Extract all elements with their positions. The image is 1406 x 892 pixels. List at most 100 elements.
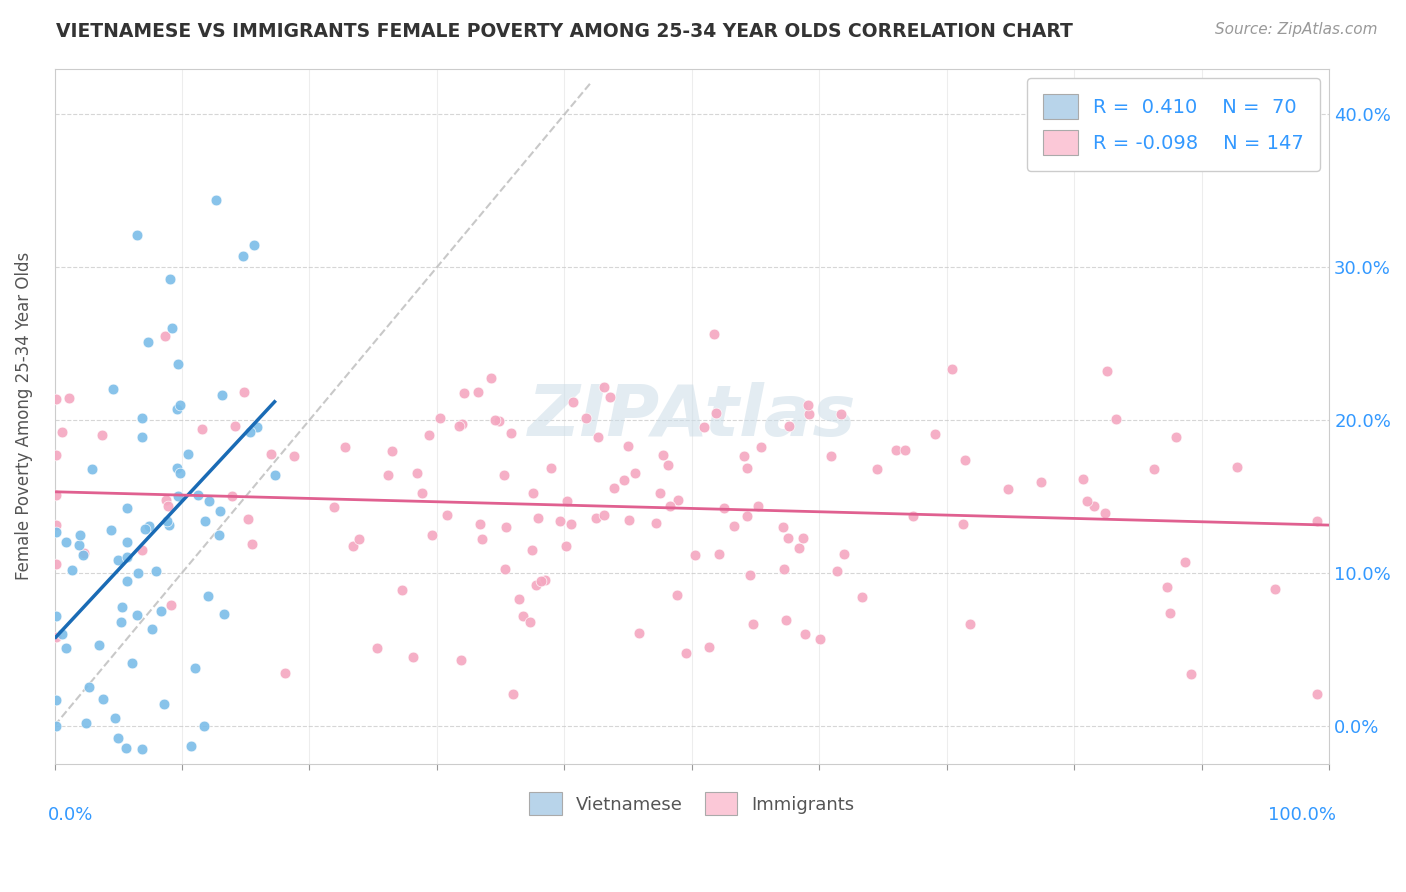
Point [527, 511, 550, 525]
Point [87, 638, 110, 652]
Point [115, 574, 138, 588]
Point [831, 407, 853, 421]
Point [524, 578, 547, 592]
Point [131, 542, 153, 557]
Point [747, 499, 769, 513]
Point [1097, 364, 1119, 378]
Point [115, 741, 138, 756]
Point [180, 739, 202, 753]
Point [1076, 494, 1098, 508]
Point [952, 516, 974, 531]
Point [1180, 666, 1202, 681]
Text: VIETNAMESE VS IMMIGRANTS FEMALE POVERTY AMONG 25-34 YEAR OLDS CORRELATION CHART: VIETNAMESE VS IMMIGRANTS FEMALE POVERTY … [56, 22, 1073, 41]
Point [283, 449, 305, 463]
Point [149, 604, 172, 618]
Point [799, 407, 821, 421]
Point [205, 193, 228, 207]
Point [45, 608, 67, 623]
Point [901, 508, 924, 523]
Point [72, 548, 94, 562]
Point [159, 271, 181, 285]
Point [1083, 500, 1105, 514]
Point [593, 380, 616, 394]
Point [107, 731, 129, 746]
Point [797, 398, 820, 412]
Point [1143, 462, 1166, 476]
Point [447, 418, 470, 433]
Point [775, 613, 797, 627]
Point [894, 442, 917, 457]
Point [273, 665, 295, 680]
Point [167, 357, 190, 371]
Point [666, 588, 689, 602]
Text: 0.0%: 0.0% [48, 805, 94, 823]
Point [1174, 555, 1197, 569]
Point [380, 444, 402, 458]
Point [494, 562, 516, 576]
Point [733, 450, 755, 464]
Point [997, 482, 1019, 496]
Point [851, 590, 873, 604]
Point [55, 535, 77, 549]
Point [554, 539, 576, 553]
Point [366, 640, 388, 655]
Point [51, 627, 73, 641]
Point [512, 608, 534, 623]
Point [707, 547, 730, 561]
Point [540, 460, 562, 475]
Point [104, 711, 127, 725]
Point [184, 661, 207, 675]
Point [322, 500, 344, 514]
Point [562, 394, 585, 409]
Point [713, 501, 735, 516]
Point [333, 440, 356, 454]
Point [152, 698, 174, 712]
Point [1094, 506, 1116, 520]
Point [208, 528, 231, 542]
Point [884, 442, 907, 457]
Point [45, 524, 67, 539]
Point [197, 590, 219, 604]
Point [1104, 411, 1126, 425]
Point [198, 493, 221, 508]
Point [808, 632, 831, 647]
Point [111, 599, 134, 614]
Text: ZIPAtlas: ZIPAtlas [527, 382, 856, 450]
Point [617, 513, 640, 527]
Point [1305, 687, 1327, 701]
Point [453, 385, 475, 400]
Point [658, 499, 681, 513]
Point [534, 573, 557, 587]
Point [136, 334, 159, 349]
Point [211, 388, 233, 402]
Point [45, 488, 67, 502]
Point [166, 461, 188, 475]
Point [502, 687, 524, 701]
Point [1264, 582, 1286, 596]
Point [125, 608, 148, 623]
Point [740, 567, 762, 582]
Point [697, 640, 720, 654]
Point [233, 385, 256, 400]
Point [420, 527, 443, 541]
Point [138, 519, 160, 533]
Point [651, 449, 673, 463]
Point [160, 598, 183, 612]
Legend: Vietnamese, Immigrants: Vietnamese, Immigrants [520, 783, 863, 824]
Point [100, 523, 122, 537]
Point [645, 516, 668, 531]
Point [157, 518, 180, 533]
Point [103, 382, 125, 396]
Point [650, 485, 672, 500]
Y-axis label: Female Poverty Among 25-34 Year Olds: Female Poverty Among 25-34 Year Olds [15, 252, 32, 581]
Point [1164, 429, 1187, 443]
Point [77, 680, 100, 694]
Point [959, 616, 981, 631]
Point [131, 411, 153, 425]
Point [263, 468, 285, 483]
Point [45, 518, 67, 533]
Point [467, 385, 489, 400]
Point [91, 691, 114, 706]
Point [121, 656, 143, 670]
Point [599, 390, 621, 404]
